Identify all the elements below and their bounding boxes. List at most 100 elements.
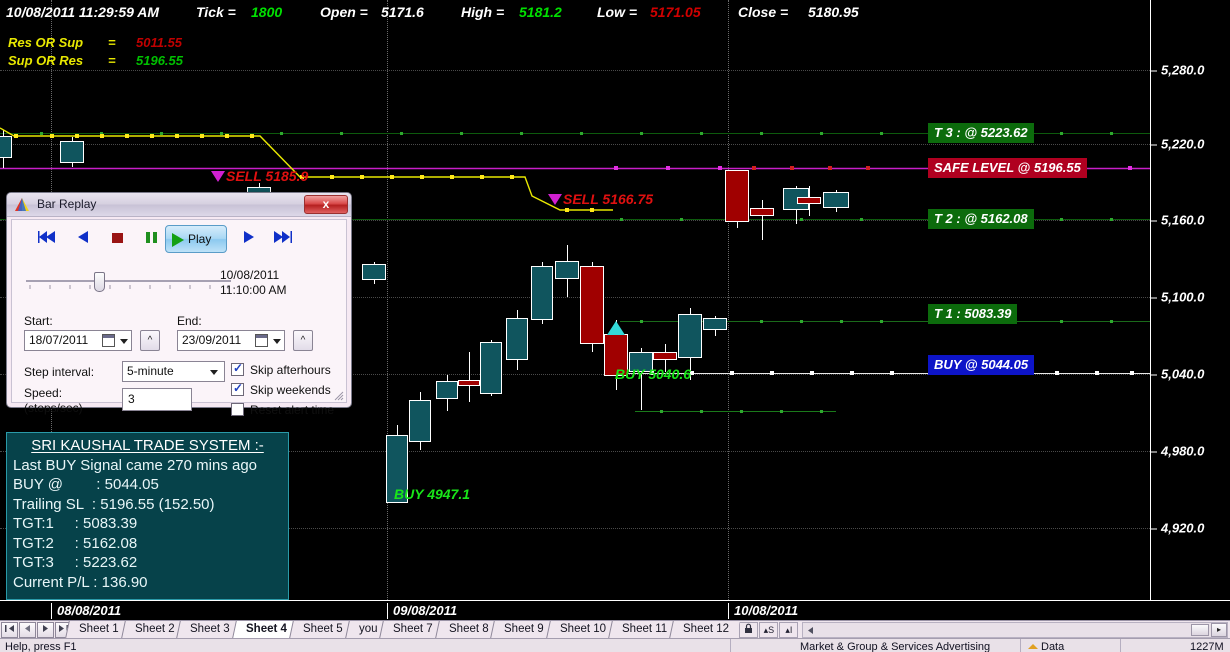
trade-system-row: BUY @ : 5044.05 bbox=[13, 476, 159, 493]
chevron-down-icon[interactable] bbox=[273, 339, 281, 344]
replay-current-datetime: 10/08/2011 11:10:00 AM bbox=[220, 268, 287, 298]
readout-high-label: High = bbox=[461, 4, 505, 20]
pause-button[interactable] bbox=[138, 228, 164, 252]
candle-body bbox=[797, 186, 821, 216]
res-sup-label-1: Res OR Sup bbox=[8, 35, 84, 50]
signal-buy-1: BUY 5040.6 bbox=[615, 366, 692, 382]
readout-tick-value: 1800 bbox=[251, 4, 283, 20]
price-tick: 4,980.0 bbox=[1151, 444, 1230, 459]
candle-body bbox=[506, 310, 528, 370]
checkbox-icon bbox=[231, 381, 244, 396]
level-tag-buy: BUY @ 5044.05 bbox=[928, 355, 1035, 375]
first-bar-button[interactable] bbox=[34, 228, 60, 252]
start-date-input[interactable]: 18/07/2011 bbox=[24, 330, 132, 351]
skip-afterhours-checkbox[interactable]: Skip afterhours bbox=[231, 361, 331, 377]
date-axis[interactable]: 08/08/2011 09/08/2011 10/08/2011 bbox=[0, 600, 1230, 620]
gridline-h bbox=[0, 528, 1150, 529]
res-sup-readout: Res OR Sup = 5011.55 Sup OR Res = 5196.55 bbox=[8, 34, 183, 70]
signal-sell-1: SELL 5185.9 bbox=[211, 168, 308, 184]
level-tag-t1: T 1 : 5083.39 bbox=[928, 304, 1018, 324]
step-back-button[interactable] bbox=[70, 228, 96, 252]
trade-system-row: Last BUY Signal came 270 mins ago bbox=[13, 456, 258, 474]
start-date-spinner[interactable]: ^ bbox=[140, 330, 160, 351]
replay-current-time: 11:10:00 AM bbox=[220, 283, 287, 297]
res-sup-value-2: 5196.55 bbox=[136, 53, 183, 68]
sheet-tab-sheet-1[interactable]: Sheet 1 bbox=[65, 621, 130, 638]
scroll-right-icon[interactable]: ▸ bbox=[1211, 622, 1227, 637]
sheet-tab-sheet-11[interactable]: Sheet 11 bbox=[608, 621, 679, 638]
candle-body bbox=[555, 245, 579, 297]
readout-tick-label: Tick = bbox=[196, 4, 236, 20]
candle-body bbox=[531, 262, 553, 324]
sheet-tab-sheet-2[interactable]: Sheet 2 bbox=[120, 621, 186, 638]
candle-body bbox=[386, 425, 408, 503]
sort-i-button[interactable]: ▴I bbox=[779, 621, 799, 638]
app-logo-icon bbox=[15, 198, 29, 211]
lock-icon[interactable] bbox=[739, 621, 759, 638]
candle-body bbox=[725, 170, 749, 228]
chevron-down-icon[interactable] bbox=[120, 339, 128, 344]
calendar-icon[interactable] bbox=[255, 334, 268, 347]
readout-open-value: 5171.6 bbox=[381, 4, 424, 20]
stop-button[interactable] bbox=[104, 228, 130, 252]
bar-replay-titlebar[interactable]: Bar Replay x bbox=[7, 193, 351, 217]
sheet-tab-sheet-4[interactable]: Sheet 4 bbox=[232, 621, 298, 638]
last-bar-button[interactable] bbox=[270, 228, 296, 252]
candle-body bbox=[653, 344, 677, 372]
step-interval-select[interactable]: 5-minute bbox=[122, 361, 225, 382]
end-date-input[interactable]: 23/09/2011 bbox=[177, 330, 285, 351]
sheet-tab-sheet-9[interactable]: Sheet 9 bbox=[490, 621, 555, 638]
step-forward-button[interactable] bbox=[236, 228, 262, 252]
calendar-icon[interactable] bbox=[102, 334, 115, 347]
resize-grip-icon[interactable] bbox=[332, 389, 344, 401]
candle-body bbox=[604, 320, 628, 390]
readout-open-label: Open = bbox=[320, 4, 368, 20]
end-date-spinner[interactable]: ^ bbox=[293, 330, 313, 351]
close-icon[interactable]: x bbox=[304, 195, 348, 214]
first-sheet-button[interactable] bbox=[1, 621, 18, 638]
gridline-h bbox=[0, 144, 1150, 145]
replay-position-slider[interactable] bbox=[26, 272, 231, 296]
bar-replay-body: Play bbox=[11, 219, 347, 417]
slider-thumb[interactable] bbox=[94, 272, 105, 292]
sheet-tab-bar[interactable]: Sheet 1 Sheet 2 Sheet 3 Sheet 4 Sheet 5 … bbox=[0, 620, 1230, 638]
previous-sheet-button[interactable] bbox=[19, 621, 36, 638]
candle-body bbox=[750, 200, 774, 240]
readout-high-value: 5181.2 bbox=[519, 4, 562, 20]
level-tag-t3: T 3 : @ 5223.62 bbox=[928, 123, 1034, 143]
checkbox-icon bbox=[231, 361, 244, 376]
trade-system-info-panel: SRI KAUSHAL TRADE SYSTEM :- Last BUY Sig… bbox=[6, 432, 289, 600]
status-market-text: Market & Group & Services Advertising bbox=[800, 641, 991, 652]
reset-alert-time-checkbox[interactable]: Reset alert time bbox=[231, 403, 334, 417]
date-tick: 08/08/2011 bbox=[51, 603, 121, 619]
gridline-v bbox=[728, 0, 729, 600]
sheet-tab-sheet-5[interactable]: Sheet 5 bbox=[289, 621, 354, 638]
level-tag-safe: SAFE LEVEL @ 5196.55 bbox=[928, 158, 1087, 178]
sort-s-button[interactable]: ▴S bbox=[759, 621, 779, 638]
bar-replay-dialog[interactable]: Bar Replay x Play bbox=[6, 192, 352, 417]
horizontal-scrollbar[interactable]: ▸ bbox=[802, 621, 1228, 638]
sheet-tab-sheet-7[interactable]: Sheet 7 bbox=[379, 621, 444, 638]
sheet-tab-sheet-10[interactable]: Sheet 10 bbox=[546, 621, 617, 638]
trade-system-row: TGT:2 : 5162.08 bbox=[13, 534, 138, 552]
speed-units-label: (steps/sec) bbox=[24, 401, 83, 415]
level-line-support bbox=[635, 410, 836, 413]
candle-body bbox=[629, 348, 653, 410]
chevron-down-icon[interactable] bbox=[210, 370, 218, 375]
candle-body bbox=[409, 392, 431, 450]
next-sheet-button[interactable] bbox=[37, 621, 54, 638]
play-button[interactable]: Play bbox=[165, 225, 227, 253]
sheet-tab-sheet-12[interactable]: Sheet 12 bbox=[669, 621, 741, 638]
sheet-tab-sheet-3[interactable]: Sheet 3 bbox=[176, 621, 241, 638]
scroll-left-icon[interactable] bbox=[806, 626, 815, 635]
scrollbar-thumb[interactable] bbox=[1191, 623, 1209, 636]
res-sup-eq-1: = bbox=[108, 35, 116, 50]
skip-weekends-checkbox[interactable]: Skip weekends bbox=[231, 381, 331, 397]
candle-body bbox=[480, 340, 502, 396]
date-tick: 09/08/2011 bbox=[387, 603, 457, 619]
price-axis[interactable]: 5,280.0 5,220.0 5,160.0 5,100.0 5,040.0 … bbox=[1150, 0, 1230, 600]
speed-input[interactable]: 3 bbox=[122, 388, 192, 411]
slider-track bbox=[26, 280, 231, 282]
replay-current-date: 10/08/2011 bbox=[220, 268, 280, 282]
end-label: End: bbox=[177, 314, 202, 328]
